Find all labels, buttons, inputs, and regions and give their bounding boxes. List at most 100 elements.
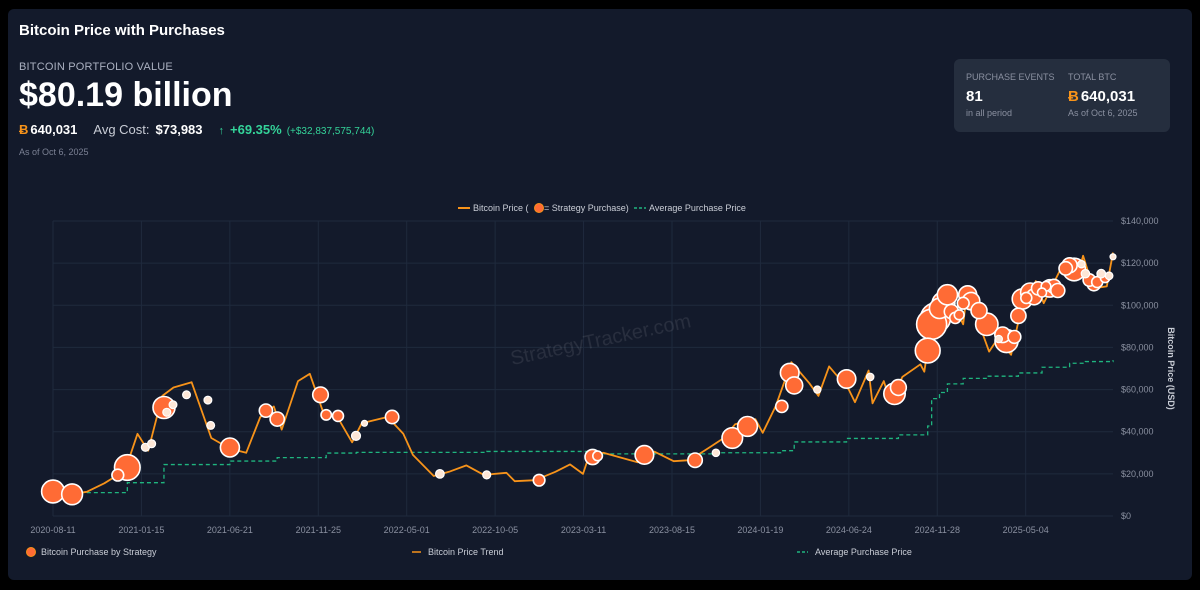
y-tick-label: $20,000 (1121, 469, 1154, 479)
purchase-marker (111, 468, 125, 482)
purchase-events-label: PURCHASE EVENTS (966, 72, 1055, 82)
y-tick-label: $40,000 (1121, 427, 1154, 437)
purchase-marker (258, 403, 274, 418)
purchase-marker (1109, 253, 1117, 261)
x-tick-label: 2023-03-11 (561, 525, 606, 535)
legend-bottom-purchase-label: Bitcoin Purchase by Strategy (41, 547, 157, 557)
purchase-marker (774, 399, 789, 414)
purchase-marker (836, 368, 857, 389)
purchase-marker (591, 450, 604, 462)
total-btc-label: TOTAL BTC (1068, 72, 1117, 82)
purchase-marker (914, 337, 941, 364)
avg-cost-value: $73,983 (155, 122, 203, 137)
purchase-marker (311, 386, 330, 404)
purchase-marker (219, 437, 241, 458)
x-tick-label: 2020-08-11 (30, 525, 75, 535)
holdings-summary: Ƀ 640,031 Avg Cost: $73,983 ↑ +69.35% (+… (19, 122, 374, 137)
legend-bottom-purchase-icon (26, 547, 36, 557)
purchase-marker (1104, 271, 1114, 281)
purchase-marker (1007, 329, 1022, 345)
y-tick-label: $80,000 (1121, 342, 1154, 352)
x-tick-label: 2023-08-15 (649, 525, 695, 535)
change-percent: +69.35% (230, 122, 282, 137)
purchase-marker (203, 395, 213, 405)
btc-icon: Ƀ (1068, 88, 1079, 105)
purchase-marker (1077, 259, 1086, 269)
purchase-marker (331, 409, 345, 423)
x-tick-label: 2021-01-15 (118, 525, 164, 535)
purchase-marker (384, 409, 400, 425)
x-tick-label: 2024-01-19 (737, 525, 783, 535)
purchase-marker (711, 448, 721, 458)
purchase-marker (936, 283, 959, 306)
purchase-marker (206, 420, 216, 430)
purchase-marker (350, 430, 362, 441)
portfolio-value: $80.19 billion (19, 76, 233, 114)
total-btc-sub: As of Oct 6, 2025 (1068, 108, 1138, 118)
y-tick-label: $100,000 (1121, 300, 1159, 310)
purchase-marker (1050, 282, 1066, 299)
x-tick-label: 2022-10-05 (472, 525, 518, 535)
legend-bottom-price-label: Bitcoin Price Trend (428, 547, 504, 557)
portfolio-value-label: BITCOIN PORTFOLIO VALUE (19, 61, 173, 73)
y-tick-label: $60,000 (1121, 385, 1154, 395)
purchase-events-sub: in all period (966, 108, 1013, 118)
btc-icon: Ƀ (19, 122, 29, 137)
y-tick-label: $120,000 (1121, 258, 1159, 268)
legend-purchase-label: = Strategy Purchase) (544, 203, 629, 213)
purchase-marker (182, 390, 192, 400)
total-btc-value: Ƀ 640,031 (1068, 88, 1135, 105)
legend-average-label: Average Purchase Price (649, 203, 746, 213)
x-tick-label: 2024-06-24 (826, 525, 872, 535)
purchase-marker (813, 385, 822, 394)
purchase-marker (40, 479, 66, 504)
x-tick-label: 2024-11-28 (915, 525, 960, 535)
x-tick-label: 2025-05-04 (1003, 525, 1049, 535)
stats-box: PURCHASE EVENTS 81 in all period TOTAL B… (954, 59, 1170, 132)
purchase-marker (320, 408, 333, 421)
purchase-marker (147, 439, 157, 449)
purchase-marker (736, 415, 759, 438)
purchase-marker (1020, 291, 1033, 305)
legend-bottom-average-label: Average Purchase Price (815, 547, 912, 557)
purchase-marker (1010, 307, 1027, 325)
chart-title: Bitcoin Price with Purchases (19, 22, 225, 39)
purchase-marker (60, 483, 84, 506)
watermark: StrategyTracker.com (509, 310, 693, 370)
purchase-marker (784, 376, 804, 395)
purchase-marker (956, 296, 970, 310)
avg-cost-label: Avg Cost: (93, 122, 150, 137)
purchase-marker (269, 411, 286, 427)
y-tick-label: $140,000 (1121, 216, 1159, 226)
purchase-marker (994, 334, 1004, 344)
purchase-marker (1036, 287, 1048, 298)
legend-price-label: Bitcoin Price ( (473, 203, 529, 213)
purchase-marker (360, 419, 369, 427)
purchase-marker (532, 473, 546, 487)
purchase-marker (1058, 260, 1074, 276)
purchase-marker (721, 426, 744, 450)
y-tick-label: $0 (1121, 511, 1131, 521)
purchase-marker (1096, 268, 1107, 279)
x-tick-label: 2022-05-01 (384, 525, 430, 535)
btc-holdings: 640,031 (30, 122, 78, 137)
x-tick-label: 2021-11-25 (296, 525, 341, 535)
purchase-marker (1080, 268, 1091, 279)
purchase-marker (953, 309, 965, 321)
purchase-marker (970, 301, 988, 320)
purchase-marker (435, 469, 445, 479)
purchase-marker (168, 400, 178, 410)
x-tick-label: 2021-06-21 (207, 525, 253, 535)
arrow-up-icon: ↑ (218, 125, 225, 137)
purchase-marker (889, 378, 908, 397)
change-absolute: (+$32,837,575,744) (286, 126, 375, 137)
purchase-marker (634, 444, 655, 466)
average-price-line (53, 360, 1114, 494)
purchase-marker (482, 470, 492, 480)
total-btc-amount: 640,031 (1080, 88, 1136, 105)
purchase-marker (687, 452, 704, 469)
legend-purchase-icon (534, 203, 544, 213)
y-axis-title: Bitcoin Price (USD) (1166, 327, 1176, 410)
purchase-marker (865, 372, 875, 382)
